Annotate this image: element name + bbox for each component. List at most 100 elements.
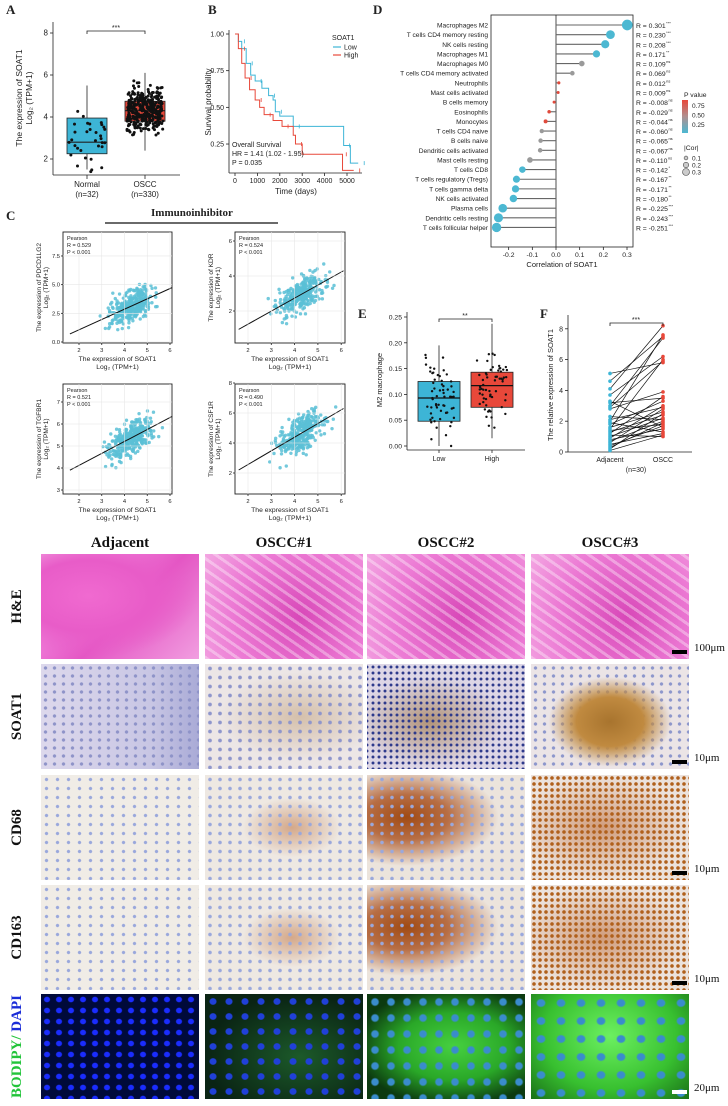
x-tick-label: Normal (74, 180, 100, 189)
data-point (131, 105, 135, 109)
panel-label-A: A (6, 2, 16, 17)
data-point (435, 426, 438, 429)
data-point (291, 420, 295, 425)
correlation-label: R = 0.009 (636, 90, 666, 97)
cell-type-label: Neutrophils (455, 80, 489, 87)
correlation-label: R = -0.067 (636, 148, 668, 155)
data-point (127, 321, 131, 325)
data-point (127, 295, 131, 300)
data-point (76, 109, 80, 113)
data-point (121, 316, 125, 321)
x-tick-label: 4000 (317, 178, 333, 185)
data-point (141, 92, 145, 96)
pair-line (609, 360, 664, 408)
data-point (159, 86, 163, 90)
plot-frame (62, 383, 173, 495)
data-point (147, 116, 151, 120)
row-label: BODIPY/ DAPI (9, 994, 26, 1099)
y-axis-title: The expression of CSF1R (208, 401, 215, 477)
oscc-point (661, 354, 665, 359)
x-tick-label: OSCC (653, 457, 673, 464)
y-tick-label: 2.5 (52, 311, 60, 317)
data-point (486, 376, 489, 379)
data-point (138, 420, 143, 425)
x-tick-label: 4 (293, 499, 297, 505)
data-point (320, 291, 325, 295)
micrograph-cd68-2 (367, 775, 525, 880)
data-point (146, 88, 150, 92)
pair-line (609, 391, 664, 410)
data-point (303, 439, 307, 444)
data-point (156, 110, 160, 114)
y-tick-label: 4 (57, 466, 61, 472)
box-low (417, 381, 461, 422)
data-point (288, 433, 292, 437)
data-point (125, 431, 129, 435)
data-point (330, 286, 335, 290)
x-tick-label: 1000 (250, 178, 266, 185)
x-tick-label: Low (433, 456, 447, 463)
oscc-point (661, 404, 665, 408)
data-point (157, 93, 161, 97)
method-label: Pearson (67, 388, 88, 394)
data-point (308, 276, 312, 281)
data-point (144, 421, 148, 426)
data-point (119, 319, 124, 324)
data-point (150, 436, 154, 440)
data-point (287, 417, 291, 422)
data-point (124, 301, 128, 305)
stats-annotation: P = 0.035 (232, 160, 262, 167)
data-point (106, 306, 110, 310)
data-point (125, 452, 129, 456)
data-point (275, 443, 279, 448)
scale-bar (672, 1090, 687, 1094)
data-point (128, 314, 132, 318)
y-axis-title-unit: Log₂ (TPM+1) (43, 267, 50, 308)
data-point (139, 294, 143, 299)
row-label: SOAT1 (9, 664, 26, 769)
adjacent-point (608, 407, 612, 411)
x-tick-label: 3 (100, 348, 103, 354)
data-point (429, 366, 432, 369)
data-point (140, 117, 144, 121)
data-point (161, 119, 165, 123)
scale-bar-label: 10μm (694, 863, 720, 875)
data-point (426, 405, 429, 408)
data-point (478, 402, 481, 406)
data-point (442, 384, 445, 388)
data-point (125, 117, 129, 121)
pair-line (609, 408, 664, 444)
data-point (497, 369, 500, 372)
data-point (485, 373, 488, 376)
data-point (306, 291, 310, 296)
y-axis-title-unit: Log₂ (TPM+1) (24, 71, 34, 124)
data-point (485, 415, 488, 419)
x-axis-title-unit: Log₂ (TPM+1) (96, 515, 139, 522)
data-point (129, 426, 134, 430)
data-point (450, 407, 454, 410)
data-point (136, 449, 140, 454)
data-point (301, 451, 305, 456)
y-tick-label: 6 (229, 411, 232, 417)
data-point (152, 104, 156, 108)
data-point (149, 110, 153, 114)
correlation-label: R = -0.060 (636, 129, 668, 136)
lollipop-point (512, 175, 521, 183)
data-point (482, 383, 485, 387)
data-point (133, 102, 137, 106)
data-point (114, 454, 118, 458)
data-point (482, 400, 485, 404)
data-point (442, 369, 445, 372)
data-point (143, 418, 147, 422)
stain-label-dapi: DAPI (9, 995, 25, 1036)
lollipop-point (578, 60, 585, 67)
data-point (284, 303, 288, 307)
data-point (70, 138, 74, 142)
data-point (313, 280, 318, 284)
y-tick-label: 1.00 (210, 32, 224, 39)
regression-line (238, 270, 344, 330)
data-point (332, 283, 336, 288)
data-point (283, 448, 288, 452)
x-axis-title-unit: Log₂ (TPM+1) (96, 364, 139, 371)
cell-type-label: T cells CD4 memory activated (400, 71, 488, 78)
